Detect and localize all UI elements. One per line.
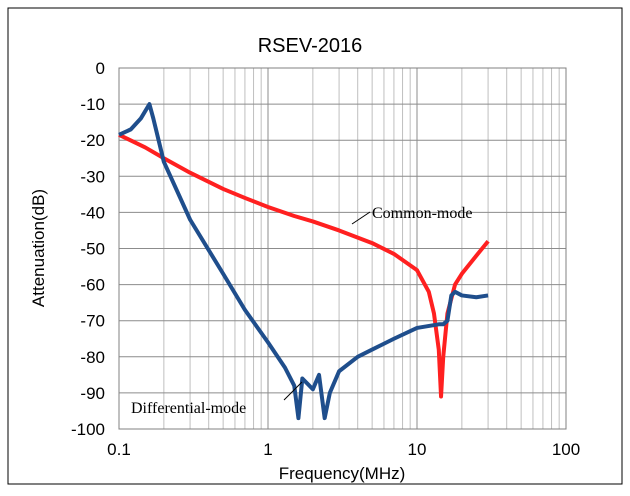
y-tick-label: -30 [80, 167, 105, 186]
annotation: Common-mode [372, 205, 472, 222]
y-tick-label: -20 [80, 131, 105, 150]
x-axis-label: Frequency(MHz) [279, 464, 406, 483]
y-tick-label: -90 [80, 384, 105, 403]
y-axis-label: Attenuation(dB) [29, 189, 48, 307]
y-tick-label: -100 [71, 420, 105, 439]
x-tick-label: 1 [263, 440, 272, 459]
x-tick-label: 100 [552, 440, 580, 459]
leader-line [351, 211, 371, 225]
plot-border [118, 67, 567, 430]
y-tick-label: -50 [80, 240, 105, 259]
y-tick-label: 0 [96, 59, 105, 78]
annotation: Differential-mode [131, 400, 246, 417]
frame [7, 7, 623, 485]
y-tick-label: -80 [80, 348, 105, 367]
x-tick-label: 10 [408, 440, 427, 459]
x-tick-label: 0.1 [107, 440, 131, 459]
leader-line [283, 381, 303, 401]
y-tick-label: -40 [80, 203, 105, 222]
data-line [118, 102, 489, 421]
y-tick-label: -60 [80, 276, 105, 295]
chart-title: RSEV-2016 [258, 35, 363, 57]
y-tick-label: -70 [80, 312, 105, 331]
y-tick-label: -10 [80, 95, 105, 114]
